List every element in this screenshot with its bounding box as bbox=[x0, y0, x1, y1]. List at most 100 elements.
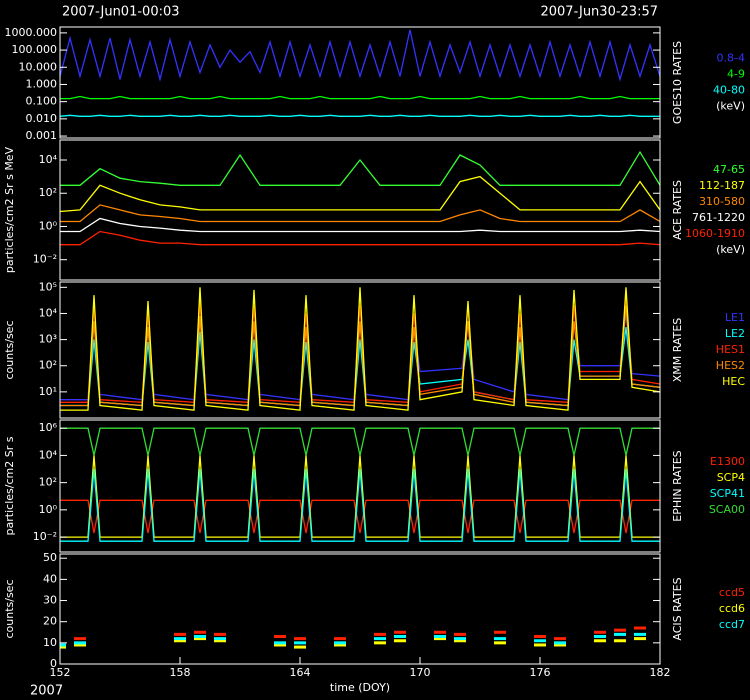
legend-entry: SCA00 bbox=[709, 503, 745, 516]
y-tick-label: 10 bbox=[43, 636, 57, 649]
legend-entry: HES1 bbox=[716, 343, 745, 356]
plot-area bbox=[60, 287, 660, 411]
x-tick-label: 164 bbox=[290, 666, 311, 679]
point bbox=[614, 639, 626, 643]
x-tick-label: 176 bbox=[530, 666, 551, 679]
point bbox=[394, 630, 406, 634]
series-line bbox=[60, 114, 660, 117]
point bbox=[334, 643, 346, 647]
point bbox=[534, 643, 546, 647]
point bbox=[614, 628, 626, 632]
point bbox=[494, 637, 506, 641]
unit-label: (keV) bbox=[716, 100, 745, 113]
point bbox=[194, 637, 206, 641]
legend-entry: SCP41 bbox=[710, 487, 745, 500]
point bbox=[634, 637, 646, 641]
panel-frame bbox=[59, 281, 661, 419]
legend-entry: SCP4 bbox=[717, 471, 745, 484]
point bbox=[394, 639, 406, 643]
point bbox=[74, 641, 86, 645]
point bbox=[374, 641, 386, 645]
point bbox=[534, 639, 546, 643]
panel-title: GOES10 RATES bbox=[671, 41, 684, 124]
series-line bbox=[60, 175, 660, 213]
plot-area bbox=[60, 626, 646, 649]
y-tick-label: 10⁻² bbox=[33, 530, 57, 543]
series-line bbox=[60, 150, 660, 186]
point bbox=[554, 643, 566, 647]
y-tick-label: 30 bbox=[43, 594, 57, 607]
point bbox=[394, 635, 406, 638]
point bbox=[214, 639, 226, 643]
point bbox=[174, 639, 186, 643]
point bbox=[554, 637, 566, 641]
series-line bbox=[60, 287, 660, 411]
point bbox=[614, 632, 626, 636]
y-tick-label: 10⁶ bbox=[39, 421, 58, 434]
start-time: 2007-Jun01-00:03 bbox=[62, 5, 180, 20]
y-tick-label: 0.001 bbox=[26, 129, 58, 142]
series-line bbox=[60, 204, 660, 223]
panel-title: ACIS RATES bbox=[671, 577, 684, 640]
point bbox=[434, 630, 446, 634]
point bbox=[454, 639, 466, 643]
year: 2007 bbox=[30, 684, 63, 699]
x-axis-label: time (DOY) bbox=[330, 681, 390, 694]
point bbox=[214, 637, 226, 641]
plot-area bbox=[60, 29, 660, 117]
point bbox=[494, 630, 506, 634]
y-tick-label: 10⁴ bbox=[39, 448, 58, 461]
y-tick-label: 0.100 bbox=[26, 95, 58, 108]
y-axis-label: counts/sec bbox=[3, 579, 16, 638]
point bbox=[294, 637, 306, 641]
series-line bbox=[60, 468, 660, 542]
point bbox=[74, 637, 86, 641]
legend-entry: 310-580 bbox=[699, 195, 745, 208]
point bbox=[194, 635, 206, 638]
y-tick-label: 100.000 bbox=[12, 43, 58, 56]
y-tick-label: 10⁴ bbox=[39, 306, 58, 319]
y-axis-label: particles/cm2 Sr s MeV bbox=[3, 146, 16, 273]
y-axis-label: particles/cm2 Sr s bbox=[3, 436, 16, 535]
panel-frame bbox=[59, 139, 661, 281]
point bbox=[594, 639, 606, 643]
y-tick-label: 50 bbox=[43, 551, 57, 564]
legend-entry: 4-9 bbox=[727, 68, 745, 81]
legend-entry: E1300 bbox=[710, 455, 745, 468]
legend-entry: 47-65 bbox=[713, 163, 745, 176]
series-line bbox=[60, 230, 660, 246]
unit-label: (keV) bbox=[716, 243, 745, 256]
legend-entry: ccd7 bbox=[719, 618, 745, 631]
y-tick-label: 10⁰ bbox=[39, 219, 58, 232]
legend-entry: HES2 bbox=[716, 359, 745, 372]
legend-entry: 112-187 bbox=[699, 179, 745, 192]
point bbox=[494, 641, 506, 645]
legend-entry: ccd5 bbox=[719, 586, 745, 599]
point bbox=[174, 637, 186, 641]
y-tick-label: 10⁵ bbox=[39, 280, 57, 293]
y-tick-label: 10⁴ bbox=[39, 153, 58, 166]
legend-entry: LE1 bbox=[725, 311, 745, 324]
legend-entry: 761-1220 bbox=[692, 211, 745, 224]
point bbox=[274, 641, 286, 645]
point bbox=[554, 641, 566, 645]
point bbox=[434, 635, 446, 638]
y-tick-label: 10² bbox=[39, 359, 57, 372]
x-tick-label: 158 bbox=[170, 666, 191, 679]
point bbox=[374, 632, 386, 636]
series-line bbox=[60, 427, 660, 456]
point bbox=[194, 630, 206, 634]
x-tick-label: 182 bbox=[650, 666, 671, 679]
point bbox=[454, 632, 466, 636]
legend-entry: LE2 bbox=[725, 327, 745, 340]
point bbox=[434, 637, 446, 641]
panel-frame bbox=[59, 553, 661, 665]
y-tick-label: 1000.000 bbox=[5, 26, 58, 39]
y-tick-label: 10² bbox=[39, 186, 57, 199]
x-tick-label: 170 bbox=[410, 666, 431, 679]
series-line bbox=[60, 217, 660, 233]
legend-entry: 40-80 bbox=[713, 84, 745, 97]
panel-frame bbox=[59, 419, 661, 553]
